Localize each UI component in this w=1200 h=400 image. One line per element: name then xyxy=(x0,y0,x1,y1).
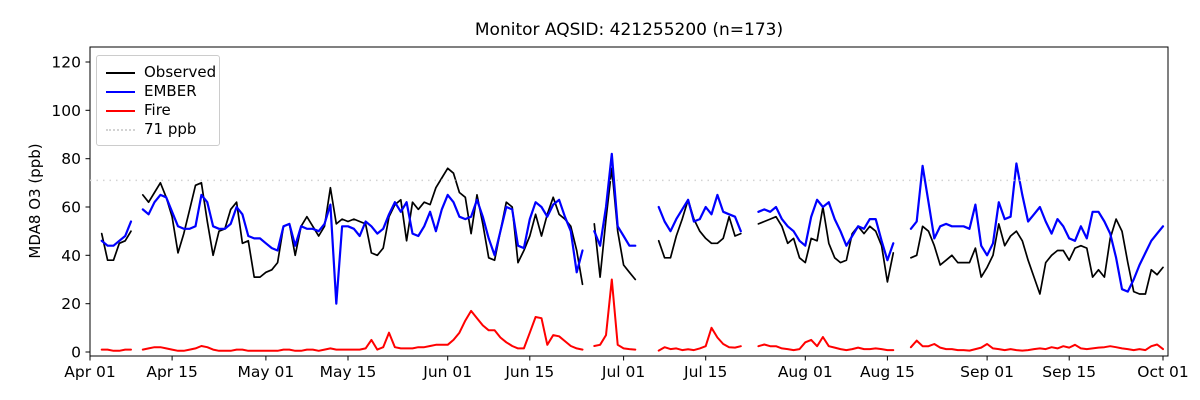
legend-label-observed: Observed xyxy=(144,63,217,81)
fire-series-line xyxy=(100,278,1164,352)
x-tick-label: Apr 01 xyxy=(64,363,115,381)
y-tick-label: 80 xyxy=(61,150,81,168)
ember-series-line xyxy=(100,152,1165,305)
legend-swatch-threshold xyxy=(106,128,135,131)
x-tick-label: Jul 01 xyxy=(601,363,645,381)
x-tick-label: Apr 15 xyxy=(146,363,197,381)
y-tick-label: 60 xyxy=(61,199,81,217)
legend-swatch-observed xyxy=(106,71,135,74)
x-tick-label: Sep 15 xyxy=(1042,363,1096,381)
legend-label-ember: EMBER xyxy=(144,82,197,100)
x-tick-label: Jun 15 xyxy=(504,363,554,381)
plot-frame xyxy=(89,46,1169,357)
x-tick-label: Sep 01 xyxy=(960,363,1014,381)
legend-item-ember: EMBER xyxy=(106,82,219,101)
x-tick-label: May 01 xyxy=(238,363,295,381)
legend-label-threshold: 71 ppb xyxy=(144,120,197,138)
chart-title: Monitor AQSID: 421255200 (n=173) xyxy=(474,20,784,40)
x-tick-label: Jul 15 xyxy=(683,363,727,381)
x-tick-label: Aug 15 xyxy=(860,363,915,381)
legend: Observed EMBER Fire 71 ppb xyxy=(96,55,220,146)
observed-series-line xyxy=(100,167,1164,295)
legend-swatch-ember xyxy=(106,90,135,93)
legend-item-observed: Observed xyxy=(106,63,219,82)
y-axis-label: MDA8 O3 (ppb) xyxy=(26,143,44,259)
y-tick-label: 40 xyxy=(61,247,81,265)
legend-swatch-fire xyxy=(106,109,135,112)
x-tick-label: Jun 01 xyxy=(422,363,472,381)
x-tick-label: Aug 01 xyxy=(778,363,833,381)
y-tick-label: 20 xyxy=(61,295,81,313)
x-tick-label: May 15 xyxy=(320,363,377,381)
legend-item-fire: Fire xyxy=(106,101,219,120)
y-tick-label: 100 xyxy=(51,102,81,120)
y-tick-label: 0 xyxy=(71,344,81,362)
legend-label-fire: Fire xyxy=(144,101,171,119)
y-tick-label: 120 xyxy=(51,54,81,72)
legend-item-threshold: 71 ppb xyxy=(106,120,219,139)
x-tick-label: Oct 01 xyxy=(1137,363,1188,381)
